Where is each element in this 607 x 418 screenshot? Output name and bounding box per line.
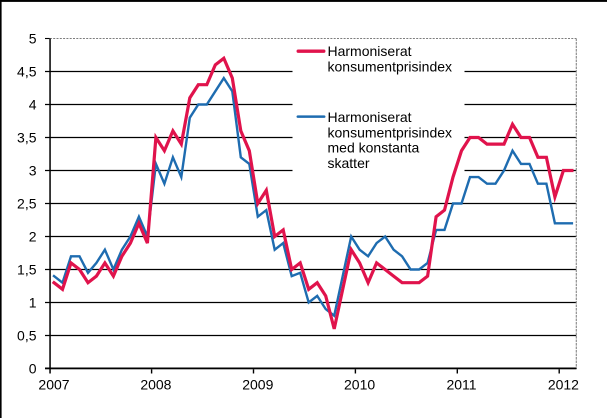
svg-text:konsumentprisindex: konsumentprisindex — [328, 124, 453, 140]
svg-text:skatter: skatter — [328, 155, 370, 171]
svg-text:5: 5 — [29, 31, 37, 47]
svg-text:2010: 2010 — [344, 376, 375, 392]
svg-text:2: 2 — [29, 229, 37, 245]
svg-text:2012: 2012 — [548, 376, 579, 392]
svg-text:konsumentprisindex: konsumentprisindex — [328, 59, 453, 75]
svg-text:4,5: 4,5 — [17, 64, 37, 80]
svg-text:0: 0 — [29, 361, 37, 377]
svg-text:2011: 2011 — [446, 376, 476, 392]
svg-text:2,5: 2,5 — [17, 196, 37, 212]
svg-text:4: 4 — [29, 97, 37, 113]
svg-text:1,5: 1,5 — [17, 262, 37, 278]
svg-text:0,5: 0,5 — [17, 328, 37, 344]
svg-text:Harmoniserat: Harmoniserat — [328, 43, 412, 59]
svg-text:1: 1 — [29, 295, 37, 311]
svg-text:2007: 2007 — [38, 376, 69, 392]
svg-text:Harmoniserat: Harmoniserat — [328, 109, 412, 125]
svg-text:2008: 2008 — [140, 376, 171, 392]
svg-text:3: 3 — [29, 163, 37, 179]
svg-text:med konstanta: med konstanta — [328, 140, 420, 156]
svg-text:2009: 2009 — [242, 376, 273, 392]
svg-text:3,5: 3,5 — [17, 130, 37, 146]
